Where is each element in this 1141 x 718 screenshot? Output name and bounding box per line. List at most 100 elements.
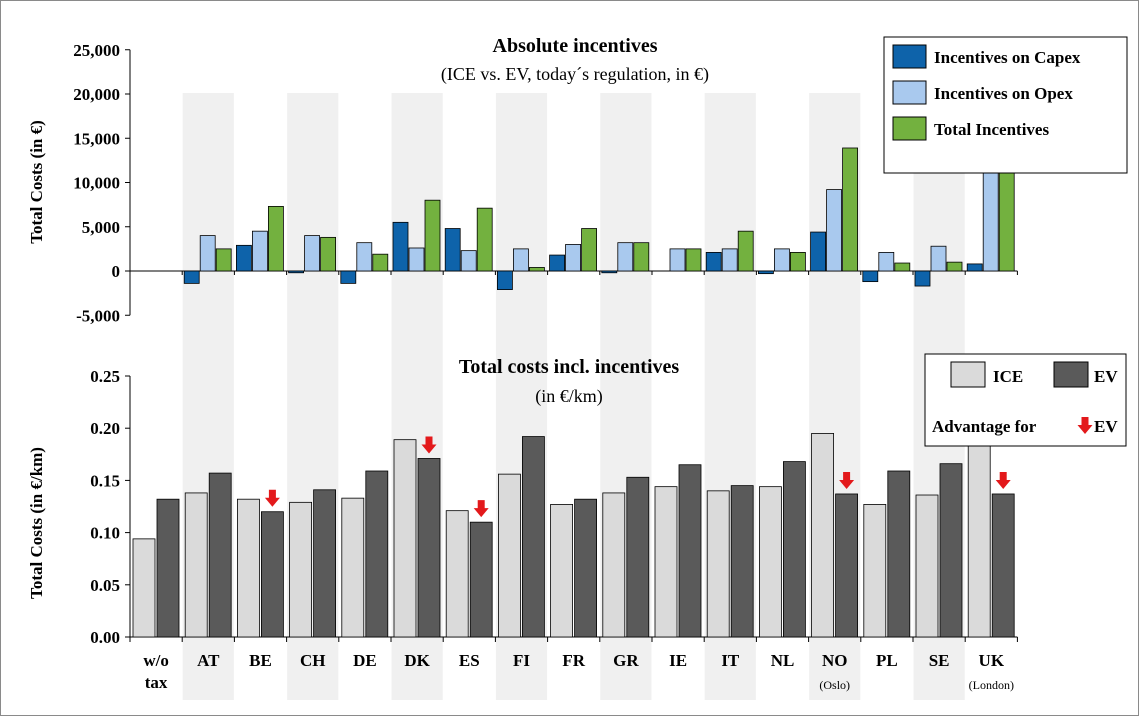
- bar-ev: [991, 493, 1015, 638]
- legend-swatch-ev: [1053, 361, 1089, 388]
- bar-capex: [705, 252, 722, 272]
- bar-total: [737, 230, 754, 272]
- chart1-y-tick-label: 20,000: [73, 85, 120, 104]
- chart1-legend: Incentives on Capex Incentives on Opex T…: [883, 36, 1128, 174]
- legend-label-opex: Incentives on Opex: [934, 84, 1073, 103]
- chart2-ylabel: Total Costs (in €/km): [27, 447, 46, 599]
- bar-ev: [365, 470, 389, 638]
- bar-ev: [260, 511, 284, 638]
- legend-advantage-ev: EV: [1094, 417, 1118, 436]
- bar-opex: [669, 248, 686, 272]
- bar-capex: [235, 244, 252, 272]
- ev-advantage-arrow-icon: [839, 471, 855, 489]
- bar-opex: [304, 235, 321, 272]
- bar-opex: [199, 235, 216, 272]
- chart1-ylabel: Total Costs (in €): [27, 120, 46, 244]
- bar-ice: [602, 492, 626, 638]
- bar-capex: [758, 270, 774, 275]
- bar-capex: [444, 228, 461, 272]
- bar-ice: [915, 494, 939, 638]
- bar-ice: [445, 510, 469, 638]
- bar-ev: [417, 458, 441, 638]
- category-label: DK: [404, 651, 430, 670]
- category-label: PL: [876, 651, 898, 670]
- bar-ice: [550, 504, 573, 638]
- bar-total: [946, 261, 963, 272]
- bar-total: [529, 267, 545, 272]
- bar-total: [685, 248, 702, 272]
- ev-advantage-arrows: [264, 436, 1011, 518]
- bar-total: [842, 147, 858, 272]
- bar-opex: [930, 245, 947, 272]
- bar-ev: [835, 493, 858, 638]
- bar-total: [581, 228, 597, 272]
- category-label: CH: [300, 651, 326, 670]
- bar-ev: [313, 489, 337, 638]
- legend-swatch-opex: [892, 80, 927, 105]
- bar-ice: [236, 498, 260, 638]
- bar-opex: [617, 242, 634, 272]
- chart2-y-tick-label: 0.05: [90, 576, 120, 595]
- bar-ev: [887, 470, 911, 638]
- chart2-y-tick-label: 0.25: [90, 367, 120, 386]
- category-sublabel: (Oslo): [819, 678, 850, 692]
- bar-capex: [966, 263, 983, 272]
- bar-capex: [862, 270, 879, 283]
- category-label: BE: [249, 651, 272, 670]
- category-labels: w/o tax AT BE CH DE DK ES FI FR GR IE IT NL NO (Oslo) PL…: [143, 651, 1014, 692]
- chart2-y-tick-label: 0.15: [90, 471, 120, 490]
- chart1-y-tick-label: 25,000: [73, 41, 120, 60]
- bar-total: [215, 248, 232, 272]
- category-label: FR: [562, 651, 585, 670]
- bar-capex: [914, 270, 931, 287]
- bar-total: [267, 205, 284, 272]
- legend-label-total: Total Incentives: [934, 120, 1049, 139]
- bar-ev: [678, 464, 702, 638]
- bar-capex: [288, 270, 305, 274]
- bar-opex: [408, 247, 425, 272]
- chart2-y-tick-label: 0.10: [90, 524, 120, 543]
- chart1-y-tick-label: -5,000: [76, 306, 120, 325]
- category-label: IE: [669, 651, 687, 670]
- bar-ice: [863, 504, 887, 638]
- ev-advantage-arrow-icon: [995, 471, 1011, 489]
- bar-ev: [574, 498, 597, 638]
- category-label: AT: [197, 651, 220, 670]
- bar-ev: [156, 498, 180, 638]
- bar-capex: [810, 231, 826, 272]
- bar-ev: [939, 463, 963, 638]
- category-label: IT: [721, 651, 740, 670]
- bar-opex: [460, 250, 477, 272]
- bar-capex: [496, 270, 513, 290]
- bar-ev: [208, 472, 232, 638]
- ev-advantage-arrow-icon: [264, 489, 280, 507]
- legend-swatch-total: [892, 116, 927, 141]
- bar-total: [372, 253, 389, 272]
- category-label: w/o: [143, 651, 169, 670]
- bar-ice: [706, 490, 730, 638]
- legend-advantage-label: Advantage for: [932, 417, 1037, 436]
- bar-total: [476, 207, 493, 272]
- ev-advantage-arrow-icon: [421, 436, 437, 454]
- legend-swatch-capex: [892, 44, 927, 69]
- bar-total: [894, 262, 911, 272]
- chart1-bars: [183, 147, 1015, 290]
- category-label: NO: [822, 651, 848, 670]
- chart2-legend: ICE EV Advantage for EV: [924, 353, 1127, 447]
- bar-ice: [811, 433, 834, 638]
- bar-ev: [626, 476, 650, 638]
- bar-ice: [341, 497, 365, 638]
- bar-capex: [340, 270, 357, 284]
- category-sublabel: (London): [969, 678, 1014, 692]
- chart1-y-tick-label: 5,000: [82, 218, 120, 237]
- category-label: FI: [513, 651, 530, 670]
- category-label: SE: [929, 651, 950, 670]
- bar-opex: [826, 189, 842, 272]
- bar-ice: [289, 501, 313, 638]
- bar-opex: [774, 248, 790, 272]
- bar-total: [424, 199, 441, 272]
- bar-opex: [513, 248, 529, 272]
- bar-total: [633, 242, 650, 272]
- bar-opex: [721, 248, 738, 272]
